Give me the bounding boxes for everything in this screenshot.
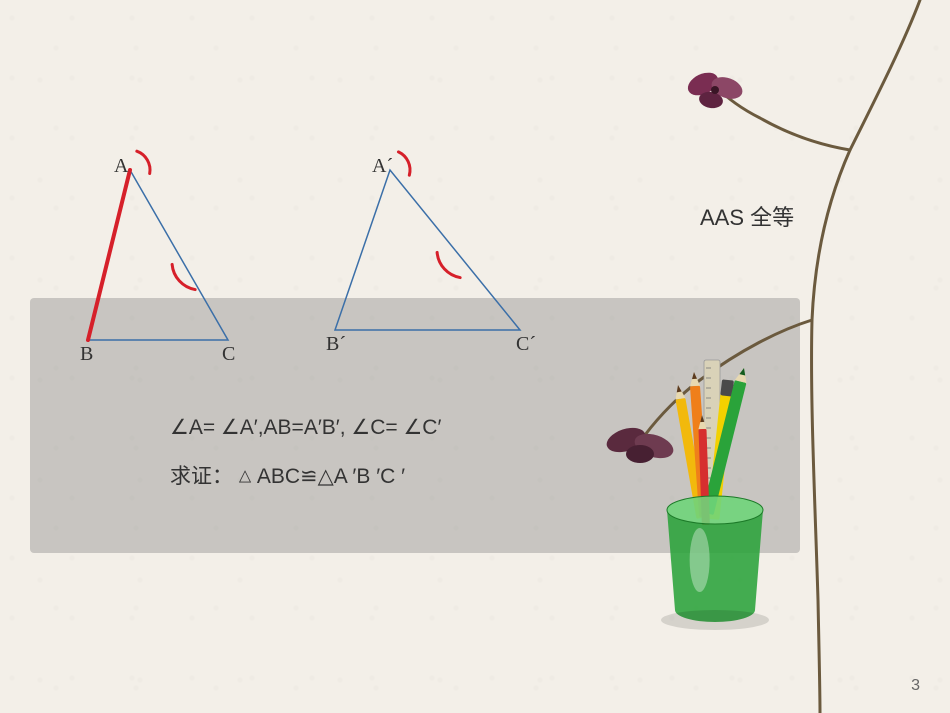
slide: ABCA´B´C´ AAS 全等 ∠A= ∠A′,AB=A′B′, ∠C= ∠C… [0,0,950,713]
prove-body: ABC≌△A ′B ′C ′ [257,465,405,488]
triangle-symbol: △ [239,468,251,485]
page-number: 3 [911,677,920,695]
prove-prefix: 求证： [170,465,233,488]
theorem-title: AAS 全等 [700,200,794,232]
given-conditions: ∠A= ∠A′,AB=A′B′, ∠C= ∠C′ [170,415,441,440]
prove-statement: 求证： △ ABC≌△A ′B ′C ′ [170,460,405,490]
pencil-cup-graphic [0,0,950,713]
